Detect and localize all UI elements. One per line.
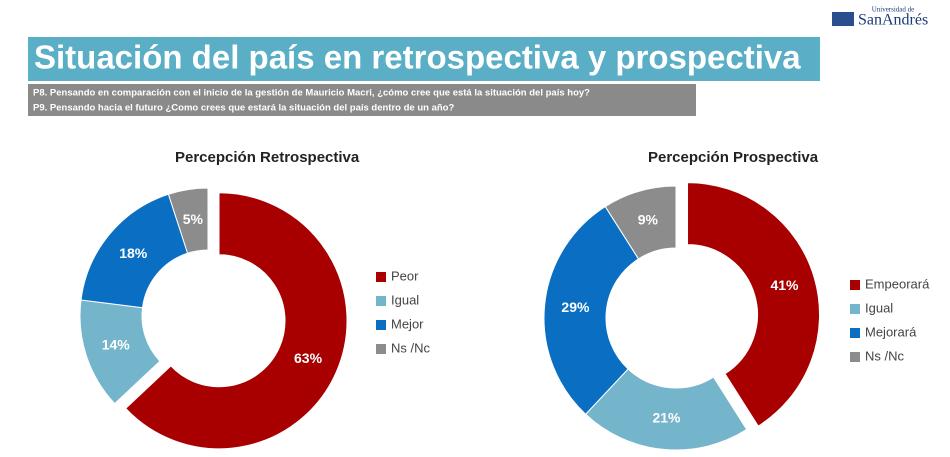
data-label: 21% bbox=[652, 409, 681, 425]
data-label: 14% bbox=[102, 337, 131, 353]
logo-small: Universidad de bbox=[872, 6, 915, 14]
legend-label: Ns /Nc bbox=[391, 340, 431, 355]
legend-swatch bbox=[376, 320, 386, 330]
legend-swatch bbox=[850, 304, 860, 314]
legend-swatch bbox=[850, 328, 860, 338]
data-label: 18% bbox=[119, 245, 148, 261]
data-label: 63% bbox=[294, 350, 323, 366]
data-label: 41% bbox=[770, 277, 799, 293]
legend-label: Ns /Nc bbox=[865, 348, 905, 363]
legend-swatch bbox=[850, 280, 860, 290]
legend-label: Igual bbox=[391, 292, 419, 307]
legend-label: Mejorará bbox=[865, 324, 917, 339]
data-label: 29% bbox=[561, 299, 590, 315]
legend-label: Empeorará bbox=[865, 276, 930, 291]
slice bbox=[167, 187, 209, 254]
slice bbox=[124, 192, 348, 450]
legend-label: Peor bbox=[391, 268, 419, 283]
legend-label: Igual bbox=[865, 300, 893, 315]
legend-swatch bbox=[376, 272, 386, 282]
slice bbox=[687, 182, 821, 427]
logo-emblem bbox=[832, 12, 854, 26]
chart-title: Percepción Retrospectiva bbox=[175, 149, 360, 166]
data-label: 5% bbox=[183, 211, 204, 227]
data-label: 9% bbox=[638, 212, 659, 228]
slice bbox=[543, 205, 640, 415]
question: P8. Pensando en comparación con el inici… bbox=[33, 88, 590, 99]
slice bbox=[584, 368, 748, 451]
chart-title: Percepción Prospectiva bbox=[648, 149, 819, 166]
legend-swatch bbox=[376, 344, 386, 354]
legend-swatch bbox=[850, 352, 860, 362]
slice bbox=[604, 185, 677, 260]
legend-swatch bbox=[376, 296, 386, 306]
title-bar bbox=[28, 37, 820, 81]
question-bar bbox=[28, 84, 696, 116]
logo-name: SanAndrés bbox=[858, 12, 928, 29]
legend-label: Mejor bbox=[391, 316, 424, 331]
page-title: Situación del país en retrospectiva y pr… bbox=[34, 39, 801, 76]
question: P9. Pensando hacia el futuro ¿Como crees… bbox=[33, 103, 454, 114]
